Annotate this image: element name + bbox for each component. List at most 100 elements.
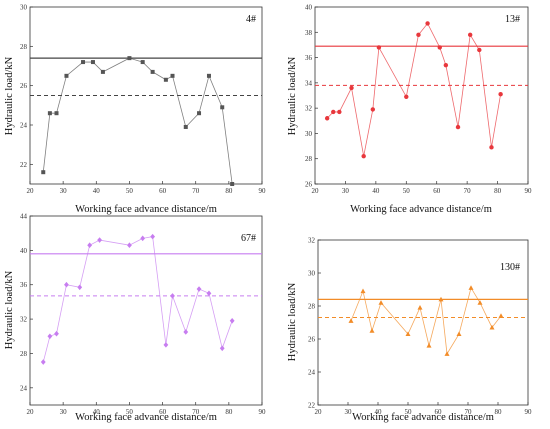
y-tick-label: 22 [20, 161, 28, 169]
x-tick-label: 30 [60, 187, 68, 195]
data-point [97, 237, 102, 243]
plot-frame [29, 215, 263, 406]
x-tick-label: 60 [433, 187, 441, 195]
y-tick-label: 40 [305, 4, 313, 12]
y-tick-label: 30 [308, 270, 316, 278]
data-point [206, 73, 211, 78]
data-point [140, 60, 145, 65]
y-tick-label: 32 [305, 105, 313, 113]
x-tick-label: 50 [403, 187, 411, 195]
x-tick-label: 20 [312, 187, 320, 195]
x-tick-label: 20 [315, 408, 323, 416]
x-tick-label: 70 [464, 187, 472, 195]
data-point [197, 111, 202, 116]
data-point [443, 62, 449, 68]
x-axis-label: Working face advance distance/m [352, 412, 494, 423]
x-tick-label: 50 [126, 408, 134, 416]
chart-title: 4# [246, 14, 256, 25]
x-tick-label: 90 [259, 408, 267, 416]
data-point [369, 328, 375, 333]
data-point [220, 105, 225, 110]
data-point [90, 60, 95, 65]
x-tick-label: 50 [405, 408, 413, 416]
y-tick-label: 28 [308, 303, 316, 311]
data-point [163, 77, 168, 82]
data-point [468, 285, 474, 290]
plot-frame [314, 6, 529, 185]
data-point [498, 92, 503, 97]
data-point [100, 69, 105, 74]
x-axis-label: Working face advance distance/m [75, 204, 217, 215]
y-tick-label: 36 [20, 281, 28, 289]
data-point [416, 32, 421, 38]
data-point [127, 56, 132, 61]
y-tick-label: 36 [305, 54, 313, 62]
data-point [444, 351, 450, 356]
x-tick-label: 90 [525, 408, 533, 416]
data-point [467, 32, 473, 38]
data-point [41, 170, 46, 175]
data-point [489, 145, 494, 150]
x-tick-label: 80 [494, 187, 502, 195]
data-point [54, 111, 59, 116]
data-point [404, 94, 409, 99]
chart-panel-3: 20 30 40 50 60 70 80 90 24 28 32 36 40 44 67# Working f… [4, 213, 266, 424]
data-point [150, 69, 155, 74]
data-point [77, 284, 83, 291]
y-tick-label: 24 [20, 122, 28, 130]
data-point [40, 359, 46, 365]
x-tick-label: 40 [93, 408, 101, 416]
data-point [438, 296, 444, 302]
data-point [150, 233, 156, 240]
data-point [47, 333, 53, 340]
chart-panel-1: 20 30 40 50 60 70 80 90 22 24 26 28 30 4# Working face… [4, 4, 266, 216]
y-axis-label: Hydraulic load/kN [4, 56, 15, 135]
data-point [425, 21, 430, 26]
data-point [54, 330, 59, 337]
data-point [376, 45, 382, 50]
data-point [426, 343, 432, 348]
y-tick-label: 22 [308, 402, 316, 410]
data-point [87, 242, 93, 249]
x-tick-label: 70 [192, 187, 200, 195]
x-axis-label: Working face advance distance/m [350, 204, 492, 215]
x-axis-label: Working face advance distance/m [75, 412, 217, 423]
y-tick-label: 34 [305, 79, 313, 87]
data-point [183, 124, 188, 129]
data-point [64, 281, 69, 288]
x-tick-label: 40 [375, 408, 383, 416]
data-point [360, 288, 366, 294]
y-tick-label: 28 [20, 43, 28, 51]
x-tick-label: 90 [259, 187, 267, 195]
y-tick-label: 28 [305, 155, 313, 163]
series-line [326, 22, 502, 157]
data-point [206, 290, 212, 297]
x-tick-label: 60 [159, 187, 167, 195]
data-point [219, 345, 225, 352]
data-point [417, 305, 423, 310]
data-point [140, 235, 146, 242]
y-tick-label: 30 [305, 130, 313, 138]
data-point [127, 242, 132, 249]
data-point [489, 324, 495, 330]
y-tick-label: 32 [20, 316, 28, 324]
x-tick-label: 60 [159, 408, 167, 416]
data-point [64, 73, 69, 78]
y-axis-label: Hydraulic load/kN [4, 270, 15, 349]
data-point [405, 331, 411, 337]
data-point [230, 182, 235, 186]
data-point [170, 73, 175, 78]
x-tick-label: 20 [27, 408, 35, 416]
chart-title: 130# [500, 262, 520, 273]
data-point [324, 116, 330, 121]
x-tick-label: 90 [525, 187, 533, 195]
data-point [455, 124, 461, 130]
series-line [350, 286, 502, 356]
data-point [331, 109, 336, 115]
data-point [370, 107, 376, 112]
x-tick-label: 70 [192, 408, 200, 416]
y-axis-label: Hydraulic load/kN [287, 282, 298, 361]
y-tick-label: 26 [308, 336, 316, 344]
data-point [378, 300, 384, 305]
data-point [437, 45, 442, 50]
